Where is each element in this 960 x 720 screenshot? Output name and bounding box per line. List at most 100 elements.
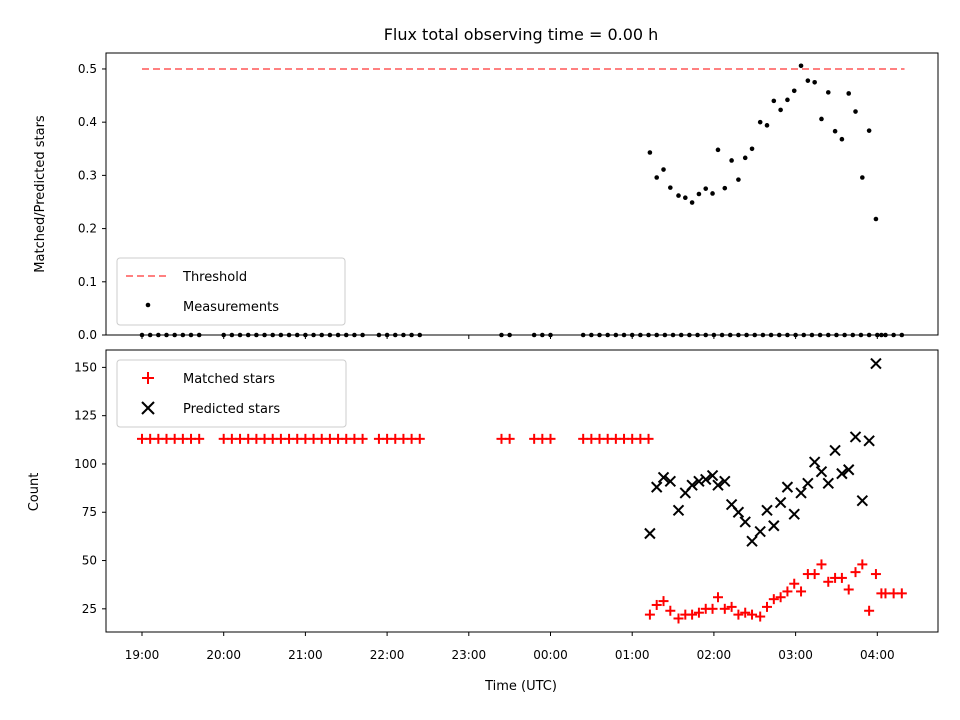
bottom-legend: Matched stars Predicted stars (116, 359, 347, 428)
measurement-point (866, 128, 872, 133)
bottom-y-ticks: 25 50 75 100 125 150 (74, 360, 106, 616)
top-y-tick-label: 0.2 (78, 222, 97, 236)
matched-star-point (643, 433, 654, 444)
bottom-marks (137, 357, 907, 624)
matched-star-point (719, 603, 730, 614)
measurements-legend-label: Measurements (183, 300, 279, 315)
bottom-x-ticks: 19:00 20:00 21:00 22:00 23:00 00:00 01:00 02:00… (125, 632, 895, 662)
x-tick-label: 00:00 (533, 648, 568, 662)
matched-star-point (414, 433, 425, 444)
measurement-point (676, 193, 681, 198)
predicted-star-point (754, 525, 766, 538)
measurement-point (873, 216, 879, 222)
measurement-point (683, 195, 688, 201)
measurement-point (749, 146, 755, 152)
measurement-point (832, 128, 838, 134)
matched-star-point (843, 584, 854, 595)
predicted-star-point (761, 504, 773, 517)
matched-star-point (782, 586, 793, 597)
matched-star-point (768, 594, 779, 605)
matched-star-point (836, 572, 847, 583)
measurement-point (812, 79, 817, 85)
matched-star-point (789, 578, 800, 589)
bottom-panel: 25 50 75 100 125 150 19:00 20:00 21:00 22:00 23:0… (27, 349, 939, 694)
top-y-tick-label: 0.5 (78, 62, 97, 76)
bottom-y-tick-label: 150 (74, 360, 97, 374)
matched-legend-label: Matched stars (183, 372, 275, 387)
bottom-y-tick-label: 50 (82, 554, 97, 568)
top-y-ticks: 0.0 0.1 0.2 0.3 0.4 0.5 (78, 62, 106, 342)
x-axis-label: Time (UTC) (484, 679, 557, 694)
top-y-tick-label: 0.1 (78, 275, 97, 289)
predicted-star-point (774, 496, 787, 509)
measurement-point (819, 116, 824, 122)
predicted-star-point (700, 473, 712, 486)
x-tick-label: 01:00 (615, 648, 650, 662)
matched-star-point (665, 605, 676, 616)
top-y-tick-label: 0.0 (78, 328, 97, 342)
measurement-point (654, 175, 660, 180)
measurement-point (742, 155, 748, 161)
threshold-legend-label: Threshold (182, 270, 247, 285)
predicted-star-point (664, 475, 677, 488)
matched-star-point (762, 601, 773, 612)
measurement-point (791, 88, 797, 94)
matched-star-point (870, 569, 881, 580)
matched-star-point (733, 609, 744, 620)
bottom-y-axis-label: Count (27, 473, 42, 512)
matched-star-point (740, 607, 751, 618)
measurement-point (853, 109, 858, 114)
predicted-star-point (788, 508, 800, 520)
predicted-star-point (815, 465, 828, 478)
measurement-point (839, 136, 845, 142)
matched-star-point (707, 603, 718, 614)
predicted-star-point (732, 506, 745, 518)
measurement-point (703, 186, 709, 191)
measurement-point (661, 167, 666, 172)
chart-title: Flux total observing time = 0.00 h (384, 25, 659, 44)
measurement-point (710, 191, 715, 196)
bottom-y-tick-label: 125 (74, 409, 97, 423)
matched-star-point (747, 609, 758, 620)
bottom-axes-frame (105, 349, 939, 633)
predicted-legend-label: Predicted stars (183, 402, 280, 417)
matched-star-point (357, 433, 368, 444)
matched-star-point (775, 592, 786, 603)
measurement-point (696, 191, 702, 197)
measurement-point (668, 185, 673, 190)
x-tick-label: 21:00 (288, 648, 323, 662)
predicted-star-point (693, 475, 705, 488)
top-axes-frame (105, 52, 939, 336)
bottom-y-tick-label: 100 (74, 457, 97, 471)
predicted-star-point (768, 520, 780, 532)
predicted-star-point (657, 471, 670, 484)
matched-star-point (693, 607, 704, 618)
top-y-tick-label: 0.3 (78, 168, 97, 182)
measurement-point (778, 107, 783, 113)
matched-star-point (896, 588, 907, 599)
x-tick-label: 03:00 (778, 648, 813, 662)
measurement-point (715, 147, 721, 153)
predicted-star-point (836, 467, 848, 480)
measurement-point (798, 63, 804, 69)
measurement-point (647, 150, 653, 155)
matched-star-point (823, 576, 834, 587)
top-y-tick-label: 0.4 (78, 115, 97, 129)
matched-star-point (504, 433, 515, 444)
matched-star-point (687, 609, 698, 620)
top-y-axis-label: Matched/Predicted stars (33, 115, 48, 273)
top-panel: 0.0 0.1 0.2 0.3 0.4 0.5 Matched/Predicted sta… (33, 52, 939, 342)
predicted-star-point (856, 494, 869, 507)
measurement-point (736, 177, 741, 182)
predicted-star-point (746, 535, 758, 547)
predicted-star-point (849, 431, 862, 443)
predicted-star-point (808, 456, 821, 468)
top-x-ticks (141, 335, 878, 339)
measurement-point (785, 97, 790, 103)
predicted-star-point (842, 464, 855, 476)
predicted-star-point (829, 444, 841, 457)
bottom-y-tick-label: 75 (82, 505, 97, 519)
matched-star-point (755, 611, 766, 622)
measurement-point (757, 119, 763, 125)
